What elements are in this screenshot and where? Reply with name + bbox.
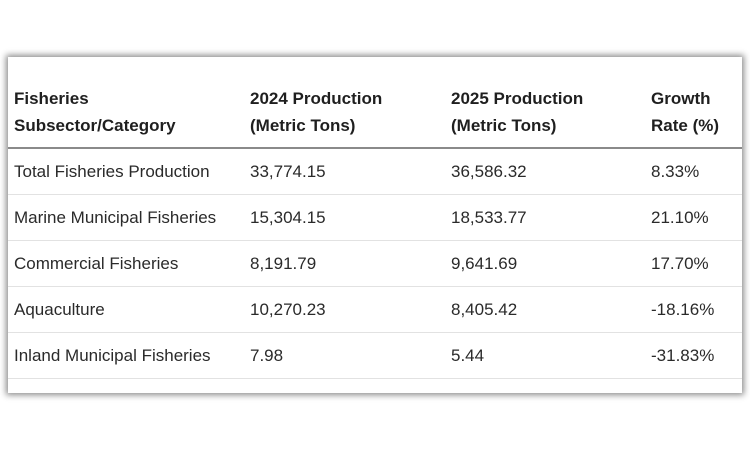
table-cell: -18.16%: [645, 286, 742, 333]
table-cell: 9,641.69: [445, 240, 645, 287]
table-cell: Aquaculture: [8, 286, 244, 333]
header-cell: 2024 Production (Metric Tons): [244, 57, 445, 149]
header-row: Fisheries Subsector/Category 2024 Product…: [8, 57, 742, 149]
header-cell: 2025 Production (Metric Tons): [445, 57, 645, 149]
table-row: Commercial Fisheries 8,191.79 9,641.69 17.7…: [8, 240, 742, 287]
table-cell: Total Fisheries Production: [8, 148, 244, 195]
table-cell: 8.33%: [645, 148, 742, 195]
table-cell: 8,191.79: [244, 240, 445, 287]
table-cell: 8,405.42: [445, 286, 645, 333]
table-cell: 36,586.32: [445, 148, 645, 195]
table-cell: Commercial Fisheries: [8, 240, 244, 287]
table-cell: 18,533.77: [445, 194, 645, 241]
table-cell: Inland Municipal Fisheries: [8, 332, 244, 379]
table-cell: Marine Municipal Fisheries: [8, 194, 244, 241]
table-cell: 33,774.15: [244, 148, 445, 195]
header-cell: Fisheries Subsector/Category: [8, 57, 244, 149]
table-row: Inland Municipal Fisheries 7.98 5.44 -31.83…: [8, 332, 742, 379]
table-row: Marine Municipal Fisheries 15,304.15 18,53…: [8, 194, 742, 241]
table-row: Total Fisheries Production 33,774.15 36,58…: [8, 148, 742, 195]
table-card: Fisheries Subsector/Category 2024 Product…: [8, 57, 742, 393]
table-row: Aquaculture 10,270.23 8,405.42 -18.16%: [8, 286, 742, 333]
data-table: Fisheries Subsector/Category 2024 Product…: [8, 57, 742, 379]
table-cell: 21.10%: [645, 194, 742, 241]
table-cell: 7.98: [244, 332, 445, 379]
table-cell: 15,304.15: [244, 194, 445, 241]
table-cell: 10,270.23: [244, 286, 445, 333]
header-cell: Growth Rate (%): [645, 57, 742, 149]
table-cell: 5.44: [445, 332, 645, 379]
table-body: Total Fisheries Production 33,774.15 36,58…: [8, 148, 742, 379]
table-cell: -31.83%: [645, 332, 742, 379]
table-cell: 17.70%: [645, 240, 742, 287]
